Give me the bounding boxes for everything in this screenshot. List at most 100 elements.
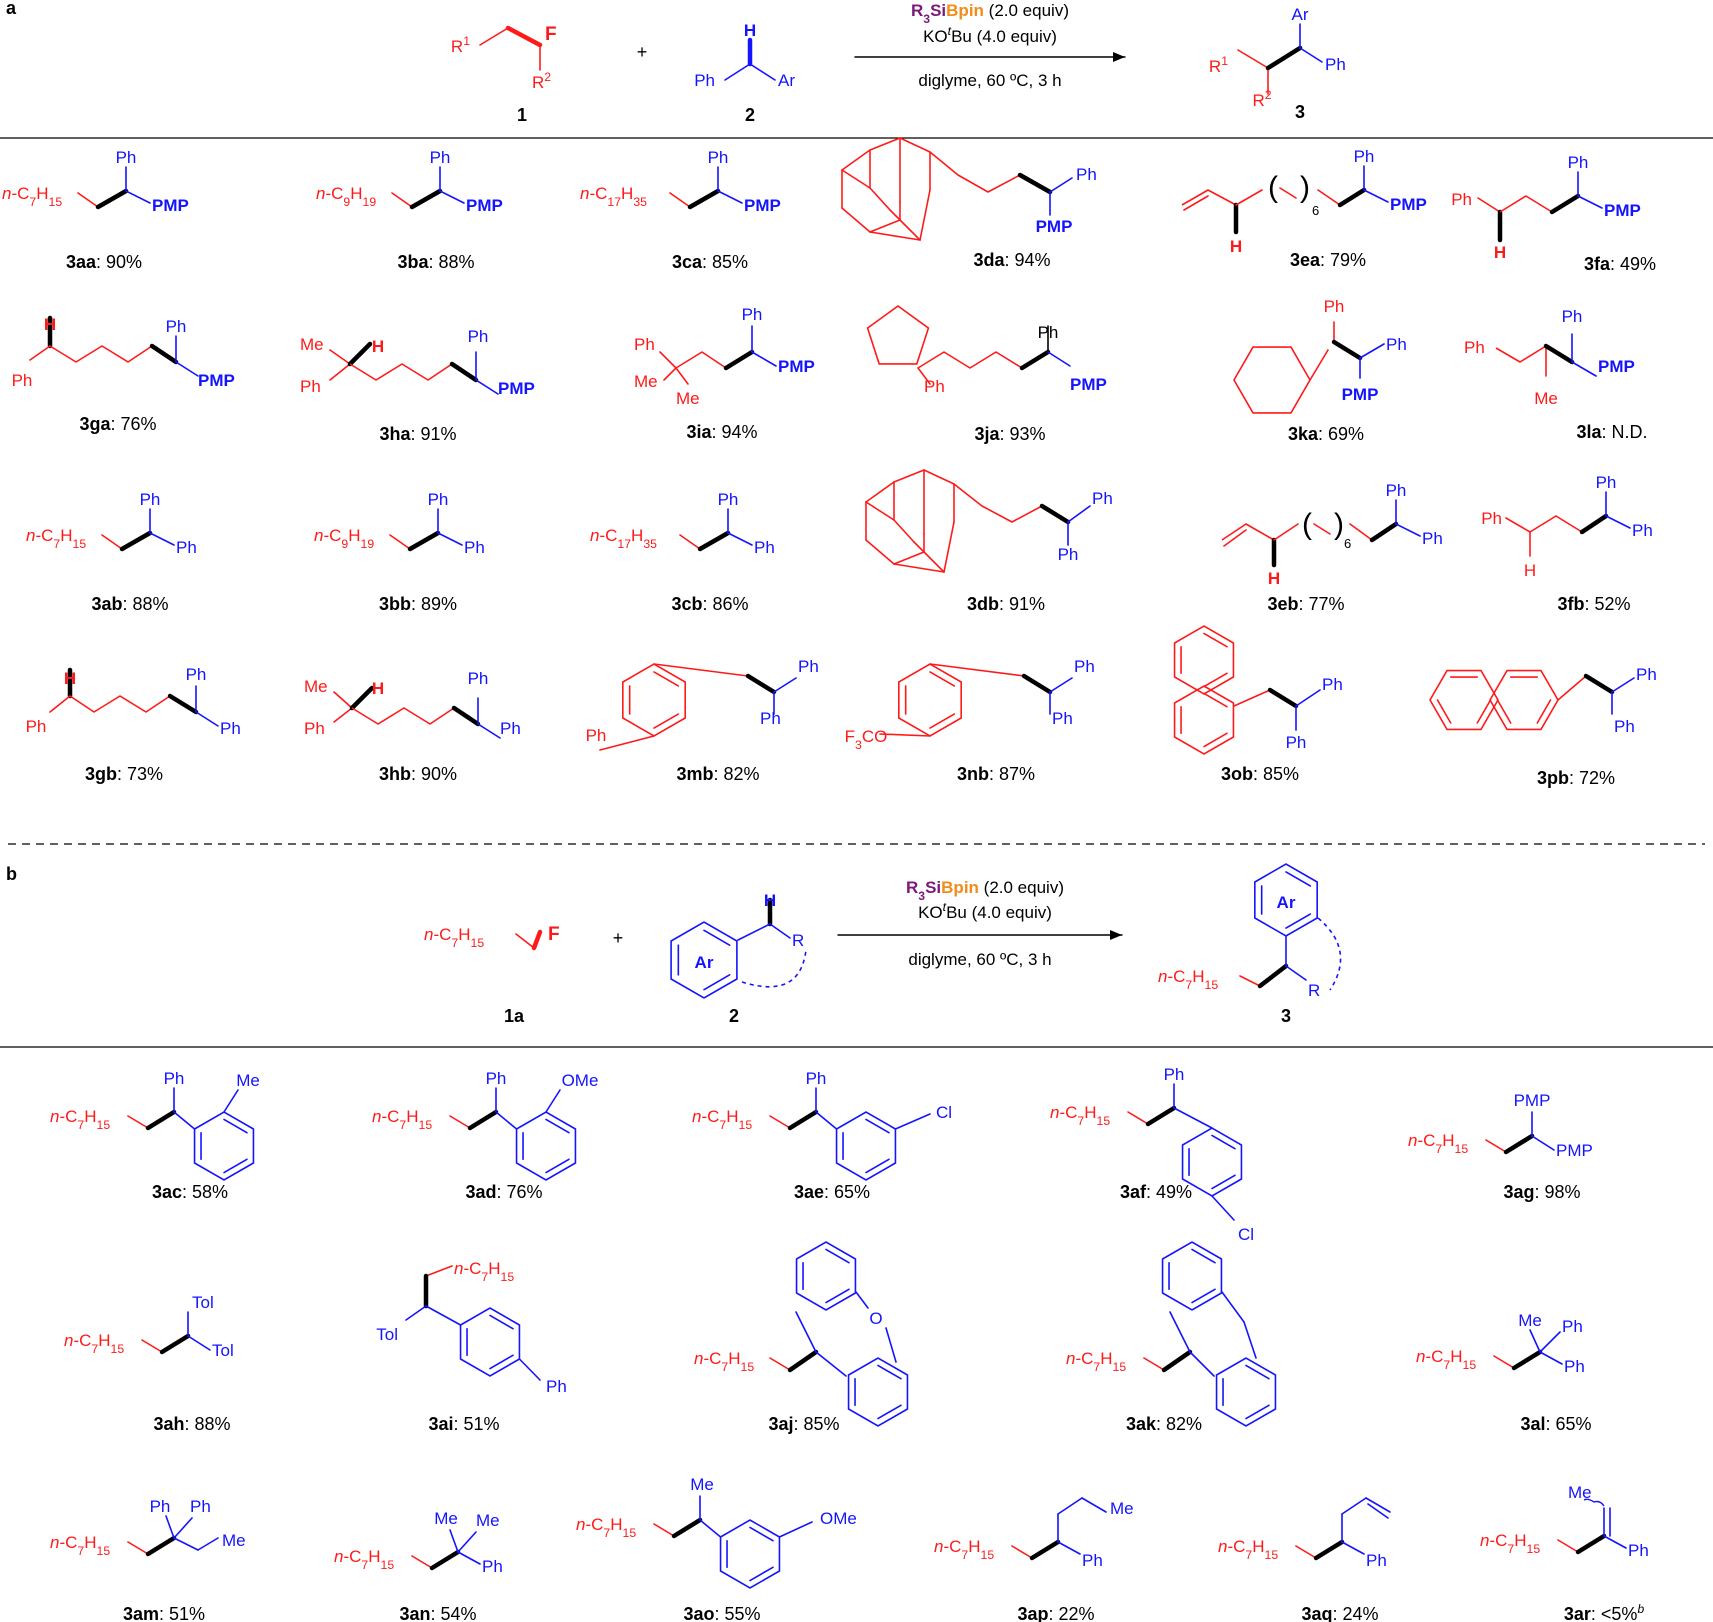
aryl-group: Ph	[708, 148, 729, 167]
aryl-group: Ph	[164, 1069, 185, 1088]
cyclopentane-ring	[866, 305, 930, 365]
benzene-ring	[719, 1519, 781, 1589]
adamantane-bond	[923, 469, 955, 485]
alkyl-chain-label: n-C7H15	[1218, 1537, 1278, 1562]
compound-yield-label: 3fb: 52%	[1557, 594, 1630, 614]
aryl-group: Ph	[742, 305, 763, 324]
reactant-2-label: 2	[729, 1006, 739, 1026]
aryl-group: Ph	[1562, 1317, 1583, 1336]
benzene-ring	[847, 1357, 909, 1427]
arrow-head	[1110, 930, 1122, 940]
bold-bond	[723, 349, 755, 371]
methyl-group: Me	[300, 335, 324, 354]
bond	[727, 532, 753, 546]
aromatic-bond	[1476, 699, 1492, 724]
ar-group: Ar	[1292, 5, 1309, 24]
bold-bond	[1267, 687, 1299, 709]
aromatic-bond	[825, 1248, 850, 1264]
aryl-group: Ph	[924, 377, 945, 396]
aromatic-bond	[825, 1288, 850, 1304]
aryl-group: Ph	[1074, 657, 1095, 676]
hydrogen-atom: H	[1268, 569, 1280, 588]
compound-yield-label: 3ea: 79%	[1290, 250, 1366, 270]
aryl-group: Ph	[12, 371, 33, 390]
bond	[699, 1519, 722, 1538]
bold-bond	[1145, 1105, 1177, 1127]
bond	[333, 691, 353, 709]
bond	[1295, 689, 1321, 707]
aryl-group: Ph	[166, 317, 187, 336]
bold-bond	[1161, 1349, 1193, 1373]
aryl-group: PMP	[198, 371, 235, 390]
methyl-group: Me	[1568, 1483, 1592, 1502]
panel-letter-b: b	[6, 864, 17, 884]
aromatic-bond	[1496, 699, 1512, 724]
aryl-group: Ph	[304, 719, 325, 738]
aromatic-bond	[749, 1526, 774, 1542]
aryl-group: Ph	[468, 669, 489, 688]
bold-bond	[1029, 1539, 1061, 1561]
bond	[1349, 523, 1373, 541]
compound-yield-label: 3ia: 94%	[686, 422, 757, 442]
aryl-group: Ph	[430, 148, 451, 167]
compound-yield-label: 3ga: 76%	[79, 414, 156, 434]
bond	[1235, 189, 1263, 206]
bond	[659, 351, 677, 369]
bond	[449, 1115, 471, 1129]
adamantane-bond	[893, 563, 945, 573]
bond	[425, 1305, 462, 1326]
methyl-group: Me	[434, 1509, 458, 1528]
aryl-group: Tol	[192, 1293, 214, 1312]
bond	[1057, 1541, 1081, 1555]
compound-yield-label: 3ja: 93%	[974, 424, 1045, 444]
benzene-ring	[835, 1111, 897, 1181]
r-group: R	[792, 931, 804, 950]
benzene-ring	[1489, 669, 1559, 731]
benzene-ring	[1173, 625, 1235, 695]
bond	[439, 190, 465, 204]
alkyl-chain-label: n-C7H15	[64, 1331, 124, 1356]
aryl-group: Ph	[754, 538, 775, 557]
bold-bond	[159, 1333, 191, 1355]
bond	[675, 367, 689, 385]
bond	[77, 192, 99, 208]
aryl-group: Ph	[1322, 675, 1343, 694]
bond	[531, 929, 543, 951]
product-label: 3	[1295, 102, 1305, 122]
aromatic-bond	[749, 1566, 774, 1582]
alkyl-chain-label: n-C7H15	[1158, 967, 1218, 992]
aromatic-bond	[877, 1404, 902, 1420]
ar-group: Ar	[1277, 893, 1296, 912]
compound-yield-label: 3ah: 88%	[153, 1414, 230, 1434]
bond	[653, 1523, 675, 1537]
aromatic-bond	[865, 1118, 890, 1134]
aryl-group: Ph	[1628, 1541, 1649, 1560]
bond	[879, 733, 931, 737]
bond	[1239, 975, 1261, 987]
aromatic-bond	[1203, 632, 1228, 648]
bond	[1143, 1357, 1165, 1371]
aryl-group: Ph	[1038, 323, 1059, 342]
alkyl-chain-label: n-C9H19	[316, 184, 376, 209]
benzene-ring	[670, 921, 738, 999]
bond	[127, 1115, 149, 1129]
alkyl-chain-label: n-C7H15	[424, 925, 484, 950]
aryl-group: PMP	[498, 379, 535, 398]
bond	[1243, 1321, 1257, 1359]
aryl-group: Ph	[1092, 489, 1113, 508]
hydrogen-atom: H	[764, 891, 776, 910]
aryl-group: Ph	[1354, 147, 1375, 166]
alkyl-chain-label: n-C7H15	[372, 1107, 432, 1132]
aryl-group: Ph	[1082, 1551, 1103, 1570]
bond	[1531, 1135, 1555, 1151]
bold-bond	[349, 685, 375, 711]
bold-bond	[119, 530, 153, 552]
aryl-group: Ph	[1562, 307, 1583, 326]
bond	[49, 695, 71, 713]
benzene-ring	[898, 663, 962, 737]
bond	[173, 1111, 196, 1130]
bold-bond	[1503, 1133, 1535, 1155]
alkyl-chain-label: n-C7H15	[1050, 1103, 1110, 1128]
bond	[1189, 1351, 1215, 1377]
